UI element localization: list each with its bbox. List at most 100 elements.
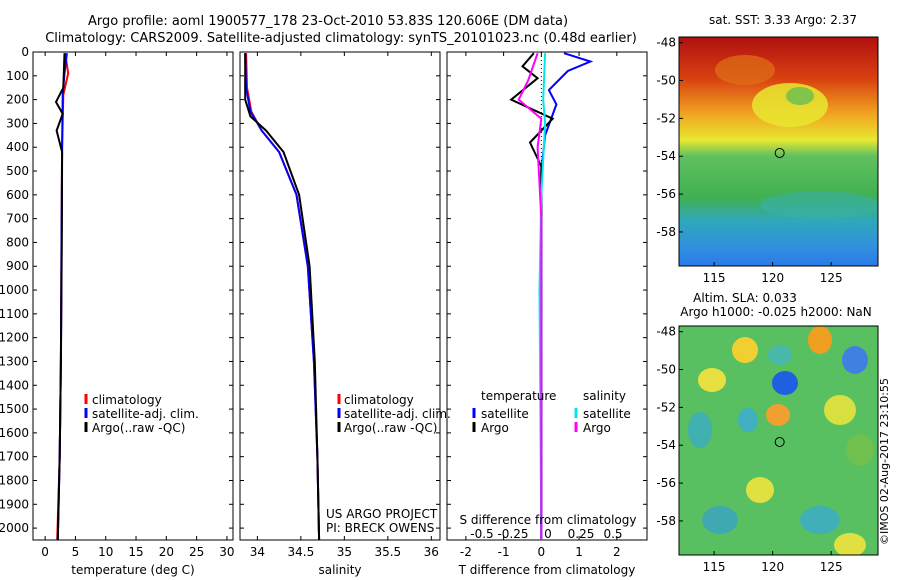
title-line-1: Argo profile: aoml 1900577_178 23-Oct-20…: [88, 14, 568, 29]
x-tick-label: 10: [98, 545, 113, 559]
x-tick-label: 120: [761, 560, 784, 574]
sla-blob: [834, 533, 866, 555]
legend-label: climatology: [344, 393, 414, 407]
sla-features: [688, 326, 874, 555]
y-tick-label: 300: [6, 116, 29, 130]
x-tick-label: 15: [128, 545, 143, 559]
legend-label: satellite: [481, 407, 529, 421]
legend-label: climatology: [92, 393, 162, 407]
series-line: [517, 52, 543, 540]
y-tick-label: 900: [6, 259, 29, 273]
sla-blob: [824, 395, 856, 425]
x-axis-label: temperature (deg C): [71, 563, 194, 577]
y-tick-label: 1600: [0, 426, 29, 440]
difference-panel: -2 -1 0 1 2 T difference from climatology -0.5…: [446, 51, 648, 577]
y-tick-label: -54: [656, 149, 676, 163]
sla-blob: [842, 346, 868, 374]
legend-label: Argo: [481, 421, 509, 435]
sst-map-field: [679, 37, 878, 266]
series-line: [509, 52, 555, 540]
top-tick-label: -0.5: [470, 527, 493, 541]
top-axis-label: S difference from climatology: [460, 513, 637, 527]
y-tick-label: 100: [6, 69, 29, 83]
x-tick-label: -1: [498, 545, 510, 559]
plot-frame: [446, 51, 648, 541]
sla-blob: [800, 506, 840, 534]
y-tick-label: -48: [656, 36, 676, 50]
legend-label: Argo: [583, 421, 611, 435]
x-axis-label: T difference from climatology: [458, 563, 636, 577]
legend-label: Argo(..raw -QC): [92, 421, 185, 435]
sla-map-title-2: Argo h1000: -0.025 h2000: NaN: [680, 305, 872, 319]
top-tick-label: 0: [544, 527, 552, 541]
plot-frame: [239, 51, 441, 541]
sst-warm-tongue: [752, 83, 828, 127]
y-tick-label: 1200: [0, 331, 29, 345]
y-tick-label: -52: [656, 400, 676, 414]
x-tick-label: 5: [72, 545, 80, 559]
y-tick-label: -58: [656, 514, 676, 528]
series-line: [244, 53, 321, 541]
sla-map: [679, 326, 878, 555]
y-tick-label: 500: [6, 164, 29, 178]
x-tick-label: 115: [703, 560, 726, 574]
project-line-2: PI: BRECK OWENS: [326, 521, 434, 535]
sla-blob: [688, 412, 712, 448]
plot-frame: [32, 51, 234, 541]
salinity-panel: 34 34.5 35 35.5 36 salinity climatologysatelli…: [239, 51, 451, 577]
y-tick-label: 1900: [0, 497, 29, 511]
y-tick-label: -48: [656, 325, 676, 339]
sla-map-axes: 115 120 125 -48 -50 -52 -54 -56 -58: [656, 325, 842, 574]
legend-label: satellite-adj. clim.: [344, 407, 451, 421]
y-tick-label: -52: [656, 111, 676, 125]
sla-blob: [698, 368, 726, 392]
y-tick-label: 1100: [0, 307, 29, 321]
series-line: [54, 53, 66, 541]
legend-label: satellite: [583, 407, 631, 421]
series-line: [540, 52, 594, 540]
sla-blob: [702, 506, 738, 534]
top-tick-label: 0.25: [568, 527, 595, 541]
project-line-1: US ARGO PROJECT: [326, 507, 438, 521]
y-tick-label: -58: [656, 225, 676, 239]
series-line: [244, 53, 321, 541]
x-tick-label: 35: [337, 545, 352, 559]
sla-blob: [738, 408, 758, 432]
x-tick-label: 115: [703, 271, 726, 285]
y-tick-label: 0: [21, 45, 29, 59]
top-tick-label: -0.25: [497, 527, 528, 541]
y-tick-label: 600: [6, 188, 29, 202]
y-tick-label: -50: [656, 363, 676, 377]
sst-map-axes: 115 120 125 -48 -50 -52 -54 -56 -58: [656, 36, 842, 285]
y-tick-label: 800: [6, 235, 29, 249]
y-tick-label: -56: [656, 476, 676, 490]
sla-blob: [846, 434, 874, 466]
y-tick-label: -56: [656, 187, 676, 201]
sla-blob: [732, 337, 758, 363]
x-tick-label: 30: [219, 545, 234, 559]
x-tick-label: 36: [424, 545, 439, 559]
legend-label: Argo(..raw -QC): [344, 421, 437, 435]
y-tick-label: 1700: [0, 450, 29, 464]
title-line-2: Climatology: CARS2009. Satellite-adjuste…: [45, 31, 637, 46]
sst-orange-patch: [715, 55, 775, 85]
legend-title: temperature: [481, 389, 556, 403]
x-tick-label: 120: [761, 271, 784, 285]
y-tick-label: 700: [6, 212, 29, 226]
temperature-panel: 0100200300400500600700800900100011001200…: [0, 45, 235, 577]
y-tick-label: 200: [6, 93, 29, 107]
y-tick-label: 1400: [0, 378, 29, 392]
sst-map-frame: [678, 36, 879, 267]
series-line: [245, 53, 321, 541]
x-tick-label: 34.5: [288, 545, 315, 559]
sla-map-frame: [678, 325, 879, 556]
x-tick-label: 125: [820, 271, 843, 285]
top-tick-label: 0.5: [603, 527, 622, 541]
x-tick-label: 20: [159, 545, 174, 559]
y-tick-label: 1800: [0, 473, 29, 487]
x-tick-label: 125: [820, 560, 843, 574]
x-tick-label: 35.5: [374, 545, 401, 559]
x-axis-label: salinity: [318, 563, 361, 577]
sla-blob: [772, 371, 798, 395]
